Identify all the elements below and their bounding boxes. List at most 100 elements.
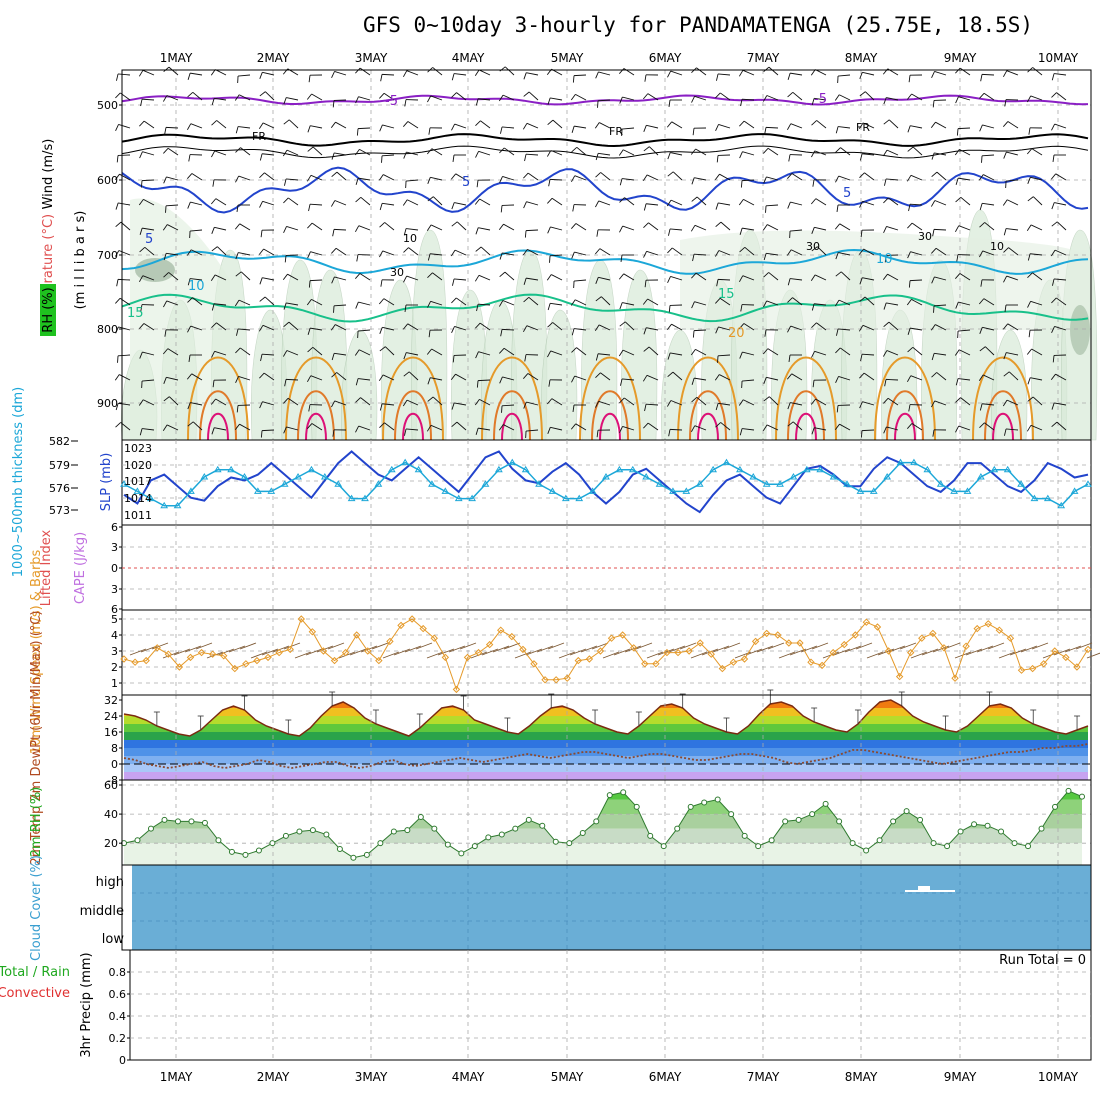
rh-blob: [541, 309, 578, 441]
wind-barb-flag: [859, 296, 866, 302]
wind-barb-flag: [1027, 272, 1033, 279]
wind-barb-flag: [163, 176, 167, 184]
contour-25-bump: [394, 390, 432, 441]
wind-barb-flag: [690, 349, 696, 356]
wind-barb-flag: [235, 376, 239, 384]
wind-barb-shaft: [839, 423, 851, 431]
wind-barb-flag: [452, 154, 455, 162]
wind10-barb: [602, 651, 620, 659]
wind-barb-flag: [260, 230, 263, 238]
rh-marker: [134, 837, 141, 844]
wind-barb-flag: [476, 180, 479, 188]
wind-barb-flag: [187, 72, 191, 80]
wind-barb-shaft: [886, 97, 899, 101]
rh-label-30b: 30: [390, 266, 404, 279]
wind-barb-shaft: [911, 93, 923, 101]
wind-barb-flag: [259, 72, 263, 79]
wind-barb-flag: [186, 373, 193, 380]
wind-barb-shaft: [551, 398, 563, 406]
wind-barb-flag: [668, 305, 671, 313]
wind-barb-flag: [403, 352, 407, 360]
wind-barb-flag: [355, 67, 361, 74]
wind-barb-flag: [379, 346, 386, 352]
wind-barb-shaft: [935, 247, 947, 256]
wind-barb-flag: [1051, 402, 1055, 410]
wind-barb-shaft: [166, 95, 179, 101]
wind-barb-shaft: [528, 296, 539, 306]
wind-barb-shaft: [693, 329, 707, 332]
wind-barb-shaft: [1006, 428, 1019, 431]
contour-25-bump: [297, 390, 335, 441]
wind-barb-flag: [981, 155, 983, 163]
wind-barb-flag: [523, 401, 527, 409]
wind-barb-shaft: [766, 95, 779, 101]
wind-barb-flag: [691, 177, 695, 185]
wind-barb-shaft: [286, 178, 299, 181]
wind-barb-shaft: [311, 298, 323, 306]
wind-barb-flag: [138, 399, 144, 406]
wind-barb-shaft: [142, 428, 155, 431]
wind-barb-flag: [547, 427, 551, 434]
wind-barb-shaft: [766, 300, 779, 306]
wind-barb-shaft: [525, 229, 539, 232]
wind-barb-flag: [307, 125, 311, 133]
wind-barb-shaft: [262, 153, 275, 156]
wind-barb-shaft: [238, 74, 251, 77]
wind-barb-flag: [715, 326, 719, 334]
wind-barb-flag: [546, 274, 552, 281]
wind10-marker: [862, 618, 871, 626]
wind-barb-flag: [115, 422, 121, 428]
wind-barb-shaft: [1056, 297, 1067, 306]
wind-barb-flag: [1051, 73, 1055, 81]
wind10-marker: [762, 629, 771, 638]
rh-marker: [714, 796, 721, 803]
contour-label-15a: 15: [127, 306, 144, 321]
wind-barb-flag: [258, 325, 264, 332]
wind-barb-flag: [834, 299, 840, 307]
wind-barb-shaft: [885, 378, 899, 381]
wind-barb-flag: [907, 346, 914, 353]
wind-barb-flag: [355, 397, 361, 403]
contour-20-bump: [677, 356, 739, 441]
wind-barb-shaft: [911, 423, 923, 431]
wind-barb-flag: [333, 305, 335, 313]
thickness-marker: [990, 465, 999, 473]
wind-barb-flag: [260, 354, 263, 362]
thickness-marker: [856, 487, 865, 494]
wind-barb-flag: [210, 398, 216, 405]
wind-barb-flag: [787, 402, 791, 410]
wind-barb-flag: [955, 196, 962, 203]
wind10-marker: [131, 658, 139, 666]
wind10-marker: [164, 650, 173, 658]
wind-barb-flag: [642, 298, 648, 305]
wind-barb-shaft: [550, 97, 563, 101]
wind-barb-shaft: [672, 171, 683, 181]
rh-marker: [296, 828, 303, 835]
wind10-marker: [441, 653, 450, 662]
wind-barb-flag: [1027, 196, 1034, 202]
thickness-marker: [334, 480, 343, 487]
wind-barb-shaft: [358, 378, 371, 381]
wind-barb-shaft: [478, 227, 491, 231]
wind-barb-flag: [906, 299, 912, 306]
date-label-top: 1MAY: [160, 51, 193, 65]
wind-barb-flag: [931, 372, 937, 378]
wind-barb-shaft: [501, 404, 515, 407]
wind-barb-flag: [306, 175, 312, 182]
date-axis-bottom: 1MAY 2MAY 3MAY 4MAY 5MAY 6MAY 7MAY 8MAY 9MAY 10MA…: [160, 1070, 1079, 1084]
label-slp: SLP (mb): [99, 453, 114, 512]
wind-barb-shaft: [1008, 247, 1019, 256]
wind-barb-shaft: [261, 429, 275, 432]
date-label-top: 2MAY: [257, 51, 290, 65]
contour-20-bump: [874, 356, 936, 441]
date-label-top: 8MAY: [845, 51, 878, 65]
wind-barb-shaft: [431, 148, 443, 156]
wind-barb-flag: [643, 327, 647, 335]
wind-barb-shaft: [240, 347, 251, 356]
wind-barb-flag: [811, 98, 815, 106]
wind-barb-shaft: [719, 297, 731, 306]
wind-barb-flag: [451, 92, 457, 98]
wind-barb-shaft: [358, 96, 371, 101]
wind-barb-flag: [906, 93, 912, 100]
